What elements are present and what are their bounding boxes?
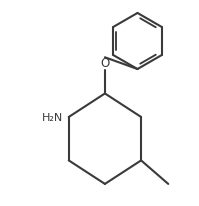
Text: H₂N: H₂N <box>42 112 63 122</box>
Text: O: O <box>100 57 110 70</box>
